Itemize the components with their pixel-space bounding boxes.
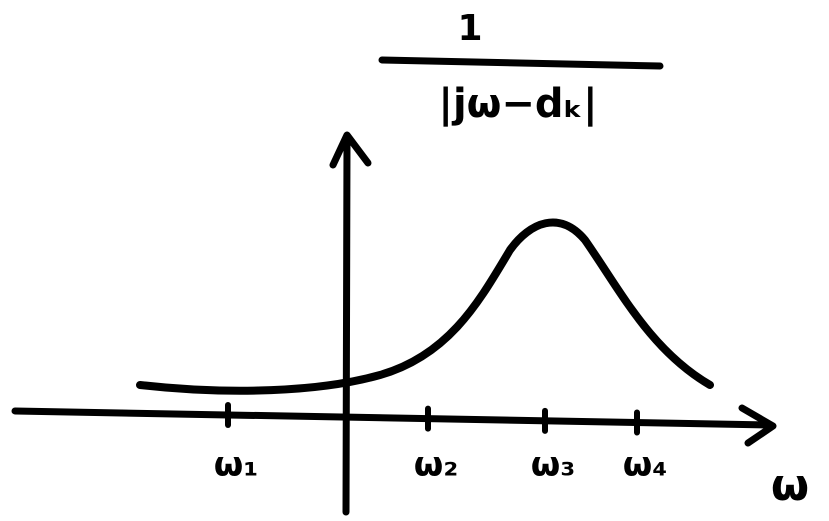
tick-label: ω₃ bbox=[531, 445, 575, 485]
tick-label: ω₄ bbox=[623, 445, 667, 485]
y-axis bbox=[346, 140, 347, 512]
tick-label: ω₂ bbox=[414, 445, 458, 485]
denominator: |jω−dₖ| bbox=[438, 81, 597, 128]
tick-label: ω₁ bbox=[214, 445, 258, 485]
background bbox=[0, 0, 829, 521]
diagram: 1 |jω−dₖ| ω₁ ω₂ ω₃ ω₄ ω bbox=[0, 0, 829, 521]
x-axis-label: ω bbox=[771, 460, 809, 511]
numerator: 1 bbox=[457, 8, 482, 49]
